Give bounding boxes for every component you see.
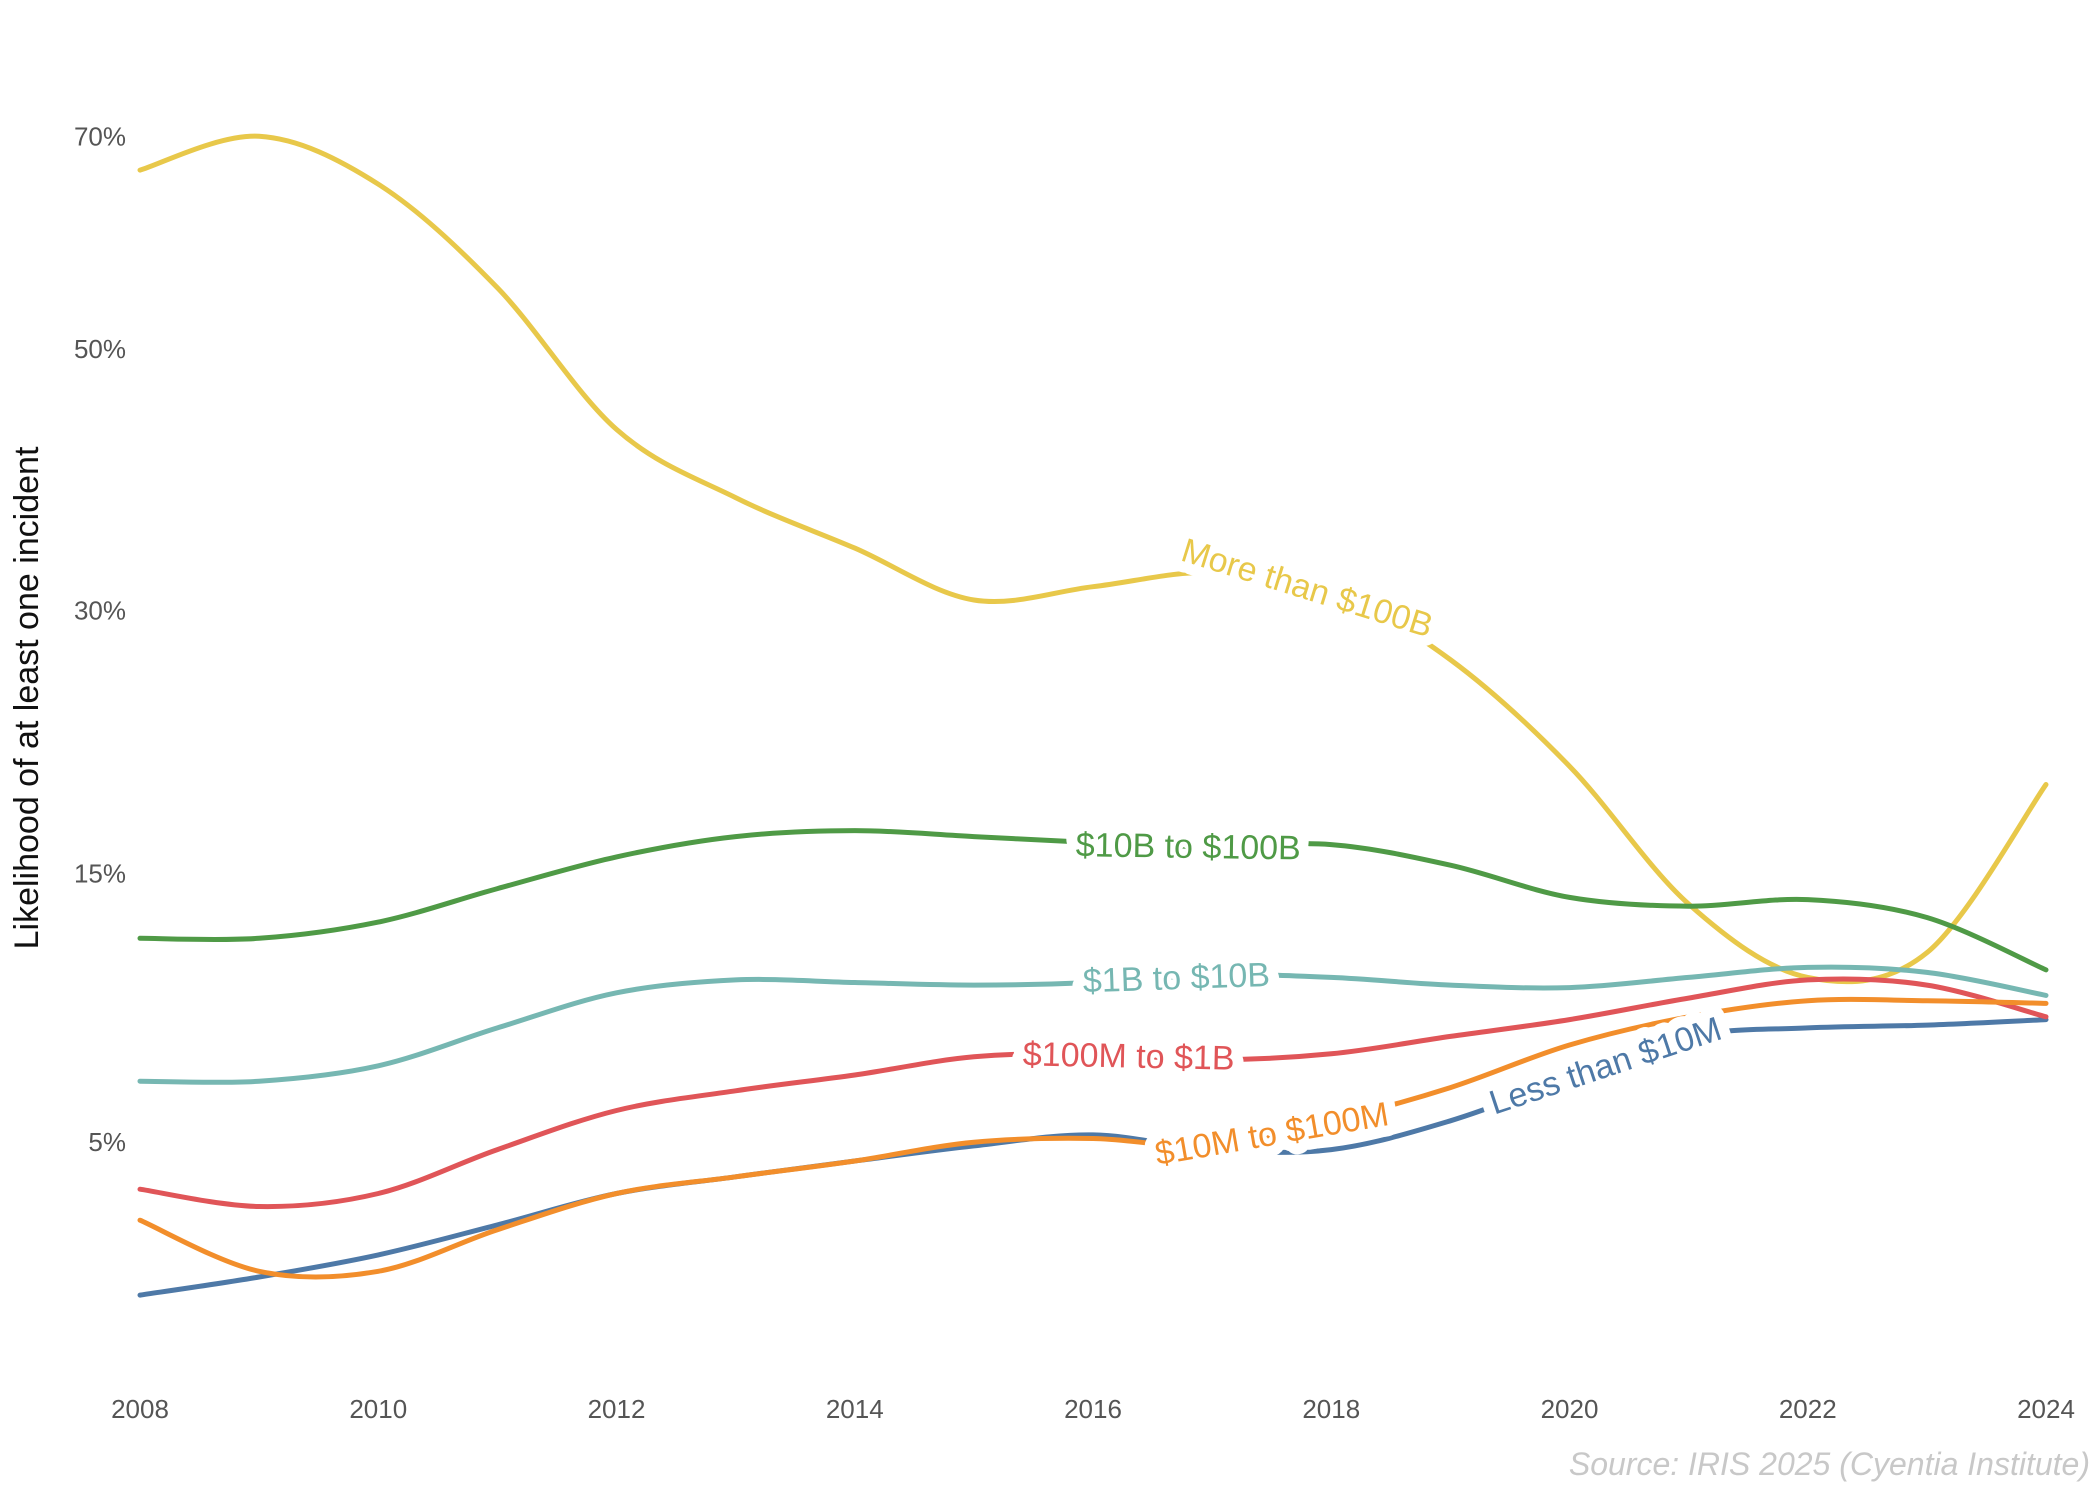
series-line [137, 828, 2049, 973]
series-line [137, 996, 2049, 1280]
y-axis-ticks: 5% 15% 30% 50% 70% [74, 121, 126, 1157]
x-tick-label: 2024 [2017, 1394, 2075, 1424]
series-line [137, 964, 2049, 1085]
x-tick-label: 2022 [1779, 1394, 1837, 1424]
x-tick-label: 2014 [826, 1394, 884, 1424]
series-line [137, 1017, 2049, 1298]
x-tick-label: 2018 [1302, 1394, 1360, 1424]
source-note: Source: IRIS 2025 (Cyentia Institute) [1569, 1446, 2090, 1482]
y-tick-label: 30% [74, 595, 126, 625]
x-tick-label: 2008 [111, 1394, 169, 1424]
y-tick-label: 70% [74, 121, 126, 151]
series-label: $10M to $100M [1152, 1095, 1391, 1173]
series-label: $1B to $10B [1082, 956, 1270, 1000]
x-axis-ticks: 2008 2010 2012 2014 2016 2018 2020 2022 2024 [111, 1394, 2075, 1424]
series-label: More than $100B [1177, 531, 1437, 645]
y-tick-label: 5% [88, 1127, 126, 1157]
x-tick-label: 2010 [349, 1394, 407, 1424]
series-line [137, 133, 2049, 985]
x-tick-label: 2016 [1064, 1394, 1122, 1424]
y-axis-label: Likelihood of at least one incident [8, 446, 46, 949]
series-lines [137, 133, 2049, 1298]
x-tick-label: 2020 [1541, 1394, 1599, 1424]
y-tick-label: 50% [74, 334, 126, 364]
series-line [137, 976, 2049, 1210]
y-tick-label: 15% [74, 859, 126, 889]
series-label: $10B to $100B [1076, 826, 1302, 867]
x-tick-label: 2012 [588, 1394, 646, 1424]
y-axis-label-group: Likelihood of at least one incident [8, 446, 46, 949]
series-label: $100M to $1B [1023, 1035, 1235, 1077]
